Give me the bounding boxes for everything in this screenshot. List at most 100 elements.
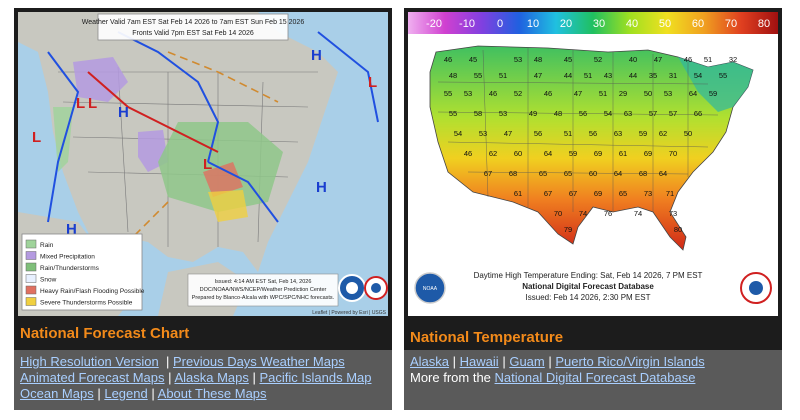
temperature-value: 65 xyxy=(564,169,572,178)
legend-swatch xyxy=(25,297,37,306)
temperature-value: 51 xyxy=(599,89,607,98)
temperature-value: 60 xyxy=(589,169,597,178)
temperature-value: 65 xyxy=(539,169,547,178)
link-separator: | xyxy=(165,354,170,369)
link-animated-forecast[interactable]: Animated Forecast Maps xyxy=(20,370,165,385)
issued-line1: Issued: 4:14 AM EST Sat, Feb 14, 2026 xyxy=(215,279,312,285)
temperature-value: 51 xyxy=(564,129,572,138)
temperature-value: 73 xyxy=(669,209,677,218)
temperature-value: 49 xyxy=(529,109,537,118)
temperature-title-bar: National Temperature xyxy=(404,320,782,354)
svg-text:H: H xyxy=(316,179,327,196)
temperature-value: 76 xyxy=(604,209,612,218)
temperature-value: 55 xyxy=(449,109,457,118)
temperature-value: 60 xyxy=(514,149,522,158)
temperature-value: 48 xyxy=(534,55,542,64)
temperature-value: 43 xyxy=(604,71,612,80)
temperature-value: 68 xyxy=(639,169,647,178)
link-separator: | xyxy=(168,370,172,385)
link-alaska-maps[interactable]: Alaska Maps xyxy=(174,370,249,385)
legend-swatch xyxy=(25,285,37,295)
temperature-value: 46 xyxy=(444,55,452,64)
scale-tick-label: 60 xyxy=(692,18,704,30)
more-from-text: More from the xyxy=(410,370,491,385)
temperature-value: 47 xyxy=(574,89,582,98)
temperature-value: 54 xyxy=(454,129,462,138)
temperature-value: 46 xyxy=(489,89,497,98)
scale-tick-label: 30 xyxy=(593,18,605,30)
scale-tick-label: 80 xyxy=(758,18,770,30)
legend-label: Snow xyxy=(40,277,57,284)
temperature-value: 63 xyxy=(614,129,622,138)
temperature-value: 67 xyxy=(484,169,492,178)
temperature-value: 46 xyxy=(684,55,692,64)
legend-swatch xyxy=(25,251,37,260)
temperature-value: 54 xyxy=(604,109,612,118)
temperature-value: 59 xyxy=(709,89,717,98)
temperature-value: 64 xyxy=(689,89,697,98)
scale-tick-label: 40 xyxy=(626,18,638,30)
temperature-value: 74 xyxy=(634,209,642,218)
temperature-value: 63 xyxy=(624,109,632,118)
legend-label: Severe Thunderstorms Possible xyxy=(40,300,133,307)
link-ndfd[interactable]: National Digital Forecast Database xyxy=(494,370,696,385)
svg-text:L: L xyxy=(203,156,212,173)
temperature-value: 48 xyxy=(449,71,457,80)
temperature-scale-ticks: -20 -10 0 10 20 30 40 50 60 70 80 xyxy=(426,18,770,30)
temperature-value: 53 xyxy=(499,109,507,118)
temperature-value: 40 xyxy=(629,55,637,64)
link-separator: | xyxy=(252,370,256,385)
link-separator: | xyxy=(502,354,506,369)
temperature-value: 74 xyxy=(579,209,587,218)
temperature-value: 62 xyxy=(489,149,497,158)
noaa-logo-label: NOAA xyxy=(423,286,438,292)
temp-caption-line3: Issued: Feb 14 2026, 2:30 PM EST xyxy=(526,293,651,302)
link-alaska[interactable]: Alaska xyxy=(410,354,450,369)
temperature-value: 50 xyxy=(684,129,692,138)
legend-swatch xyxy=(25,239,37,249)
temperature-value: 50 xyxy=(644,89,652,98)
forecast-chart-title: National Forecast Chart xyxy=(20,325,190,342)
temp-caption-line1: Daytime High Temperature Ending: Sat, Fe… xyxy=(474,271,703,280)
temperature-title: National Temperature xyxy=(410,329,564,346)
legend-label: Heavy Rain/Flash Flooding Possible xyxy=(40,288,145,295)
issued-line3: Prepared by Blanco-Alcala with WPC/SPC/N… xyxy=(192,295,335,301)
temperature-value: 29 xyxy=(619,89,627,98)
temperature-value: 67 xyxy=(544,189,552,198)
temperature-value: 64 xyxy=(614,169,622,178)
temperature-panel: -20 -10 0 10 20 30 40 50 60 70 80 46 45 53 48 45 52 40 47… xyxy=(404,8,782,410)
temperature-value: 59 xyxy=(569,149,577,158)
temperature-value: 56 xyxy=(534,129,542,138)
scale-tick-label: -20 xyxy=(426,18,442,30)
temperature-value: 52 xyxy=(594,55,602,64)
temperature-value: 64 xyxy=(544,149,552,158)
link-puerto-rico[interactable]: Puerto Rico/Virgin Islands xyxy=(555,354,705,369)
link-guam[interactable]: Guam xyxy=(509,354,545,369)
forecast-chart-map[interactable]: H H H H L L L L L Weather Valid 7am EST … xyxy=(18,12,388,316)
link-about-maps[interactable]: About These Maps xyxy=(157,386,267,401)
issued-line2: DOC/NOAA/NWS/NCEP/Weather Prediction Cen… xyxy=(200,287,327,293)
link-previous-days[interactable]: Previous Days Weather Maps xyxy=(173,354,345,369)
link-hawaii[interactable]: Hawaii xyxy=(459,354,499,369)
temperature-value: 73 xyxy=(644,189,652,198)
link-legend[interactable]: Legend xyxy=(104,386,148,401)
temperature-value: 67 xyxy=(569,189,577,198)
temperature-value: 53 xyxy=(464,89,472,98)
scale-tick-label: 70 xyxy=(725,18,737,30)
link-pacific-islands[interactable]: Pacific Islands Map xyxy=(259,370,372,385)
temperature-value: 54 xyxy=(694,71,702,80)
link-ocean-maps[interactable]: Ocean Maps xyxy=(20,386,94,401)
legend-label: Rain/Thunderstorms xyxy=(40,265,100,272)
temperature-value: 51 xyxy=(584,71,592,80)
link-high-resolution[interactable]: High Resolution Version xyxy=(20,354,159,369)
temperature-value: 64 xyxy=(659,169,667,178)
temperature-value: 55 xyxy=(474,71,482,80)
temperature-map[interactable]: -20 -10 0 10 20 30 40 50 60 70 80 46 45 53 48 45 52 40 47… xyxy=(408,12,778,316)
temperature-value: 70 xyxy=(554,209,562,218)
svg-text:H: H xyxy=(66,221,77,238)
link-separator: | xyxy=(151,386,155,401)
temperature-value: 44 xyxy=(564,71,572,80)
forecast-chart-panel: H H H H L L L L L Weather Valid 7am EST … xyxy=(14,8,392,410)
temperature-value: 47 xyxy=(504,129,512,138)
